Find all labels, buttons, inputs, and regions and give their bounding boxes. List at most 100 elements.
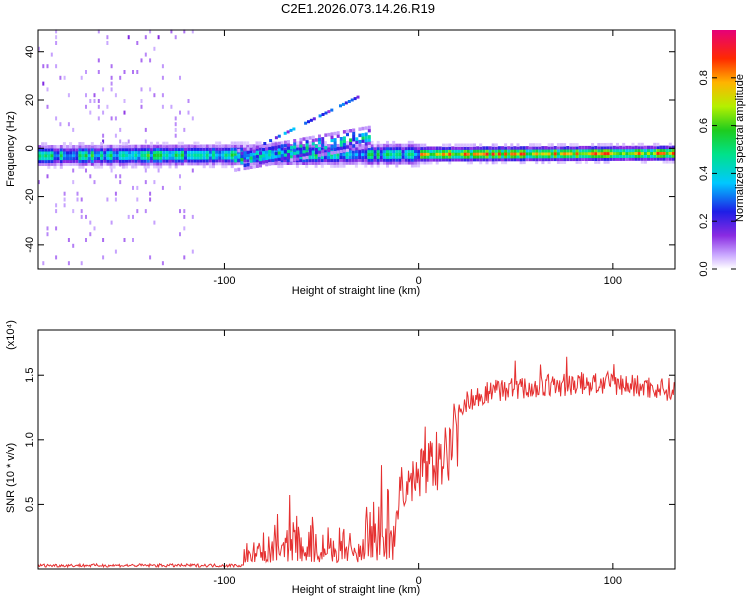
spectrogram-cell (457, 155, 461, 159)
spectrogram-cell (423, 143, 427, 148)
spectrogram-cell (131, 153, 135, 157)
spectrogram-cell (612, 151, 616, 156)
spectrogram-cell (647, 148, 650, 153)
spectrogram-cell (112, 165, 116, 169)
spectrogram-cell (662, 145, 666, 150)
spectrogram-cell (190, 159, 194, 163)
spectrogram-cell (97, 58, 100, 63)
spectrogram-cell (221, 164, 225, 169)
spectrogram-cell (432, 155, 436, 159)
spectrogram-cell (553, 151, 557, 156)
spectrogram-cell (183, 214, 186, 219)
spectrogram-cell (361, 149, 365, 154)
spectrogram-cell (227, 150, 231, 154)
spectrogram-cell (149, 144, 153, 149)
spectrogram-cell (114, 116, 117, 121)
spectrogram-cell (85, 104, 87, 109)
spectrogram-cell (234, 155, 238, 160)
spectrogram-cell (202, 147, 206, 151)
spectrogram-cell (205, 144, 209, 148)
spectrogram-cell (125, 156, 128, 160)
spectrogram-cell (183, 255, 186, 260)
spectrogram-cell (115, 153, 119, 157)
spectrogram-cell (494, 160, 498, 165)
spectrogram-cell (647, 154, 650, 158)
spectrogram-cell (401, 149, 405, 153)
spectrogram-cell (423, 158, 427, 162)
spectrogram-cell (454, 158, 458, 162)
spectrogram-cell (535, 160, 539, 165)
spectrogram-cell (97, 29, 100, 34)
snr-panel: -100 0 100 0.51.01.5 (x10⁴) Height of stra… (5, 320, 676, 596)
spectrogram-cell (581, 151, 585, 156)
spectrogram-cell (302, 161, 306, 165)
spectrogram-cell (93, 165, 97, 169)
snr-multiplier: (x10⁴) (5, 320, 17, 350)
spectrogram-cell (193, 141, 197, 146)
spectrogram-cell (314, 150, 318, 155)
spectrogram-cell (149, 191, 152, 196)
spectrogram-cell (407, 158, 411, 162)
spectrogram-cell (149, 156, 153, 160)
spectrogram-cell (351, 161, 355, 165)
spectrogram-cell (299, 155, 302, 160)
spectrogram-cell (476, 157, 480, 162)
spectrogram-cell (323, 149, 327, 154)
spectrogram-cell (442, 143, 445, 148)
spectrogram-cell (637, 142, 641, 147)
spectrogram-cell (346, 132, 349, 137)
spectrogram-cell (115, 156, 119, 160)
spectrogram-cell (140, 87, 143, 92)
spectrogram-cell (398, 161, 402, 165)
spectrogram-cell (187, 156, 191, 160)
spectrogram-cell (174, 156, 178, 160)
spectrogram-cell (46, 174, 49, 179)
spectrogram-cell (497, 146, 501, 150)
spectrogram-cell (314, 161, 318, 165)
spectrogram-cell (274, 151, 278, 156)
spectrogram-cell (134, 147, 138, 152)
spectrogram-cell (619, 151, 623, 156)
spectrogram-cell (174, 162, 178, 166)
spectrogram-cell (212, 144, 215, 148)
spectrogram-cell (637, 154, 641, 158)
spectrogram-cell (59, 145, 63, 149)
spectrogram-cell (295, 147, 299, 151)
spectrogram-cell (560, 157, 563, 162)
spectrogram-cell (420, 158, 424, 162)
spectrogram-cell (622, 157, 626, 161)
spectrogram-cell (212, 147, 215, 151)
spectrogram-cell (665, 157, 669, 161)
spectrogram-cell (100, 156, 104, 160)
spectrogram-cell (476, 152, 480, 156)
spectrogram-cell (89, 174, 92, 179)
spectrogram-cell (127, 35, 130, 40)
spectrogram-cell (56, 153, 60, 158)
spectrogram-cell (283, 150, 287, 154)
spectrogram-cell (215, 150, 219, 154)
spectrogram-cell (355, 137, 359, 141)
snr-line-path (37, 356, 675, 569)
spectrogram-cell (358, 127, 362, 131)
x-tick-label: -100 (213, 275, 235, 287)
spectrogram-cell (491, 149, 495, 153)
spectrogram-cell (243, 155, 247, 160)
spectrogram-cell (345, 158, 349, 162)
spectrogram-cell (578, 160, 582, 164)
spectrogram-cell (227, 161, 231, 166)
spectrogram-cell (460, 146, 464, 150)
spectrogram-cell (336, 131, 340, 135)
spectrogram-cell (612, 154, 616, 158)
spectrogram-cell (110, 116, 113, 121)
spectrogram-cell (136, 41, 139, 45)
spectrogram-cell (479, 157, 483, 162)
spectrogram-cell (230, 156, 234, 160)
spectrogram-y-axis-label: Frequency (Hz) (5, 111, 17, 187)
spectrogram-cell (451, 146, 455, 150)
spectrogram-cell (168, 162, 172, 166)
spectrogram-cell (208, 153, 212, 157)
spectrogram-cell (370, 152, 374, 156)
spectrogram-cell (161, 64, 164, 69)
spectrogram-cell (156, 141, 160, 146)
spectrogram-cell (358, 155, 362, 159)
